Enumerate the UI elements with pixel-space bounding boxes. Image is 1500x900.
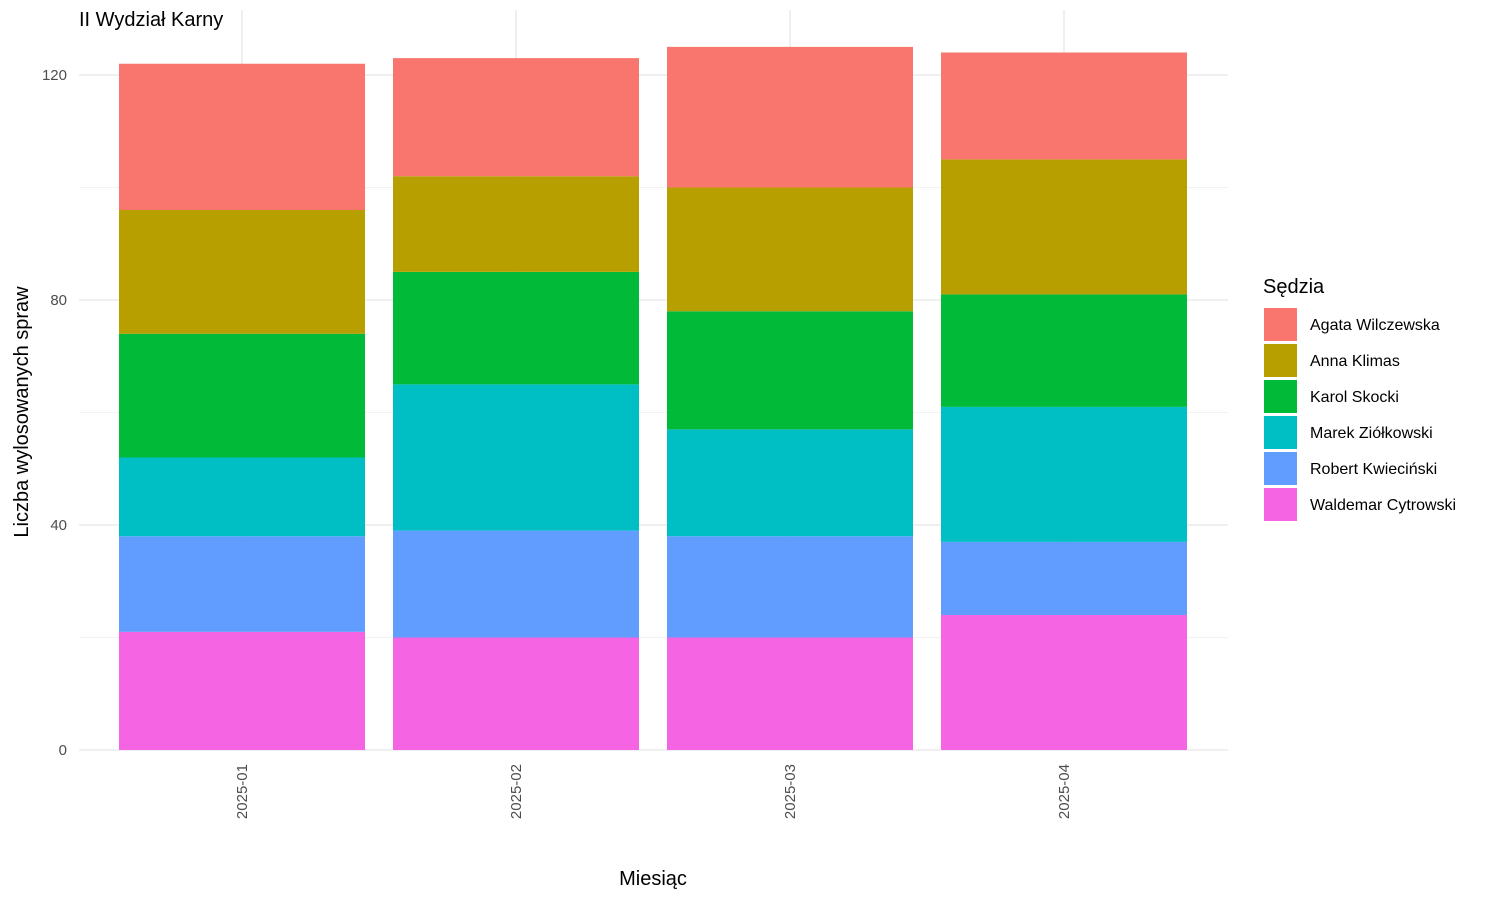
bar-segment <box>119 333 365 458</box>
legend-items: Agata Wilczewska Anna Klimas Karol Skocki M… <box>1264 308 1456 521</box>
bar-segment <box>667 536 913 638</box>
x-tick-label: 2025-04 <box>1056 764 1073 819</box>
bar-segment <box>941 294 1187 407</box>
bar-segment <box>393 384 639 531</box>
bar-segment <box>393 176 639 272</box>
bar-segment <box>667 46 913 188</box>
legend-swatch <box>1264 344 1297 377</box>
bar-segment <box>119 536 365 632</box>
bar-segment <box>393 530 639 638</box>
y-axis-ticks: 0 40 80 120 <box>42 67 67 759</box>
legend-title: Sędzia <box>1263 276 1325 298</box>
bar-segment <box>393 271 639 385</box>
legend-swatch <box>1264 380 1297 413</box>
y-tick-label: 80 <box>50 292 67 309</box>
bar-segment <box>667 637 913 750</box>
bar-segment <box>119 210 365 334</box>
bar-segment <box>119 457 365 537</box>
x-tick-label: 2025-03 <box>782 764 799 819</box>
legend-swatch <box>1264 308 1297 341</box>
bar-segment <box>667 187 913 312</box>
y-tick-label: 40 <box>50 517 67 534</box>
y-tick-label: 120 <box>42 67 67 84</box>
bar-segment <box>393 58 639 177</box>
bar-segment <box>941 541 1187 615</box>
x-axis-title: Miesiąc <box>619 868 687 890</box>
x-tick-label: 2025-02 <box>508 764 525 819</box>
bar-segment <box>941 406 1187 542</box>
bars <box>119 46 1187 750</box>
y-tick-label: 0 <box>59 742 67 759</box>
legend-swatch <box>1264 416 1297 449</box>
bar-segment <box>667 311 913 430</box>
x-axis-ticks: 2025-01 2025-02 2025-03 2025-04 <box>234 764 1073 819</box>
bar-segment <box>941 52 1187 160</box>
legend-label: Karol Skocki <box>1310 389 1399 406</box>
bar-segment <box>119 631 365 750</box>
legend-label: Waldemar Cytrowski <box>1310 497 1456 514</box>
y-axis-title: Liczba wylosowanych spraw <box>11 286 33 538</box>
legend-label: Agata Wilczewska <box>1310 317 1440 334</box>
legend-label: Anna Klimas <box>1310 353 1400 370</box>
bar-segment <box>941 159 1187 295</box>
legend: Sędzia Agata Wilczewska Anna Klimas Karol … <box>1263 276 1456 521</box>
legend-swatch <box>1264 488 1297 521</box>
bar-segment <box>119 63 365 210</box>
chart-title: II Wydział Karny <box>79 9 223 31</box>
bar-segment <box>667 429 913 537</box>
legend-label: Robert Kwieciński <box>1310 461 1437 478</box>
legend-swatch <box>1264 452 1297 485</box>
legend-label: Marek Ziółkowski <box>1310 425 1433 442</box>
bar-segment <box>941 615 1187 750</box>
bar-segment <box>393 637 639 750</box>
x-tick-label: 2025-01 <box>234 764 251 819</box>
